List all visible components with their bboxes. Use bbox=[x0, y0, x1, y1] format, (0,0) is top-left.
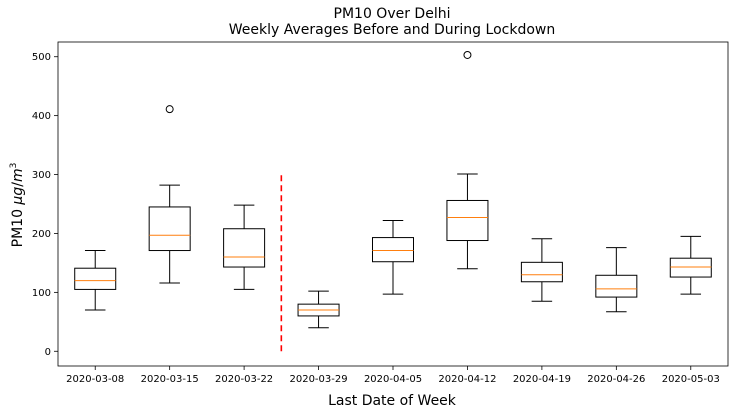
box-2020-04-26 bbox=[595, 247, 638, 313]
x-tick-label: 2020-04-12 bbox=[438, 374, 496, 385]
outlier-point bbox=[165, 105, 174, 114]
y-axis-label-main: PM10 bbox=[10, 205, 26, 248]
chart-title: PM10 Over Delhi bbox=[334, 6, 451, 22]
iqr-box bbox=[669, 257, 712, 278]
y-axis-label-g: g bbox=[10, 187, 26, 196]
x-axis: 2020-03-08 2020-03-15 2020-03-22 2020-03-29… bbox=[66, 366, 720, 385]
iqr-box bbox=[446, 199, 489, 242]
x-tick-label: 2020-05-03 bbox=[662, 374, 720, 385]
x-tick-label: 2020-04-26 bbox=[587, 374, 645, 385]
outlier-point bbox=[463, 50, 472, 59]
box-2020-05-03 bbox=[669, 235, 712, 295]
x-tick-label: 2020-03-22 bbox=[215, 374, 273, 385]
y-axis-label: PM10 μg/m3 bbox=[9, 163, 26, 248]
y-axis-label-exp: 3 bbox=[9, 163, 19, 169]
box-series bbox=[74, 50, 712, 329]
box-2020-03-29 bbox=[297, 290, 340, 329]
box-2020-03-22 bbox=[223, 204, 266, 290]
y-tick-label: 400 bbox=[32, 111, 51, 122]
y-tick-label: 500 bbox=[32, 52, 51, 63]
iqr-box bbox=[520, 261, 563, 283]
iqr-box bbox=[223, 228, 266, 268]
y-axis: 0 100 200 300 400 500 bbox=[32, 52, 58, 358]
x-tick-label: 2020-04-05 bbox=[364, 374, 422, 385]
x-axis-label: Last Date of Week bbox=[328, 393, 457, 409]
plot-area-frame bbox=[57, 41, 729, 367]
iqr-box bbox=[372, 237, 414, 263]
box-2020-03-15 bbox=[148, 105, 191, 284]
y-axis-label-m: m bbox=[10, 168, 26, 182]
x-tick-label: 2020-03-29 bbox=[289, 374, 347, 385]
box-2020-03-08 bbox=[74, 250, 117, 311]
iqr-box bbox=[595, 274, 638, 298]
iqr-box bbox=[74, 267, 117, 290]
chart-subtitle: Weekly Averages Before and During Lockdo… bbox=[229, 22, 555, 38]
box-2020-04-05 bbox=[372, 219, 414, 295]
x-tick-label: 2020-03-08 bbox=[66, 374, 124, 385]
y-tick-label: 100 bbox=[32, 288, 51, 299]
x-tick-label: 2020-03-15 bbox=[141, 374, 199, 385]
box-2020-04-19 bbox=[520, 238, 563, 302]
y-axis-label-slash: / bbox=[10, 182, 26, 187]
box-2020-04-12 bbox=[446, 50, 489, 270]
y-tick-label: 300 bbox=[32, 170, 51, 181]
x-tick-label: 2020-04-19 bbox=[513, 374, 571, 385]
y-tick-label: 200 bbox=[32, 229, 51, 240]
iqr-box bbox=[148, 206, 191, 252]
y-tick-label: 0 bbox=[45, 347, 51, 358]
y-axis-label-mu: μ bbox=[10, 196, 26, 206]
